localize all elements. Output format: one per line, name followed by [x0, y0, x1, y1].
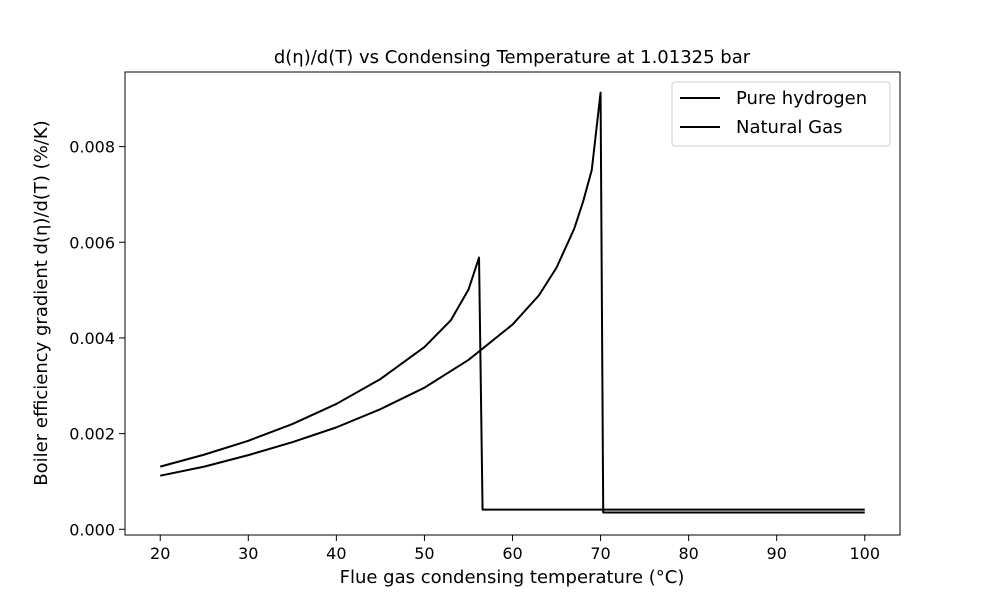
y-tick-label: 0.004 — [69, 329, 115, 348]
y-axis-ticks: 0.000 0.002 0.004 0.006 0.008 — [69, 138, 125, 539]
y-tick-label: 0.006 — [69, 233, 115, 252]
y-tick-label: 0.008 — [69, 138, 115, 157]
x-tick-label: 90 — [767, 544, 787, 563]
x-tick-label: 80 — [678, 544, 698, 563]
plot-area-frame — [124, 71, 901, 536]
x-tick-label: 50 — [414, 544, 434, 563]
y-tick-label: 0.002 — [69, 425, 115, 444]
x-axis-ticks: 20 30 40 50 60 70 80 90 100 — [150, 535, 880, 563]
x-tick-label: 30 — [238, 544, 258, 563]
series-line-natural-gas — [159, 256, 865, 511]
series-layer — [159, 91, 865, 514]
legend-label-pure-hydrogen: Pure hydrogen — [736, 88, 867, 109]
x-tick-label: 20 — [150, 544, 170, 563]
series-line-pure-hydrogen — [160, 91, 865, 514]
chart-title: d(η)/d(T) vs Condensing Temperature at 1… — [274, 47, 751, 68]
x-axis-label: Flue gas condensing temperature (°C) — [340, 567, 685, 588]
x-tick-label: 60 — [502, 544, 522, 563]
legend-box — [671, 81, 891, 147]
x-tick-label: 70 — [590, 544, 610, 563]
legend-label-natural-gas: Natural Gas — [736, 117, 842, 138]
y-tick-label: 0.000 — [69, 520, 115, 539]
legend: Pure hydrogen Natural Gas — [671, 81, 891, 147]
x-tick-label: 40 — [326, 544, 346, 563]
y-axis-label: Boiler efficiency gradient d(η)/d(T) (%/… — [31, 120, 52, 485]
x-tick-label: 100 — [849, 544, 880, 563]
